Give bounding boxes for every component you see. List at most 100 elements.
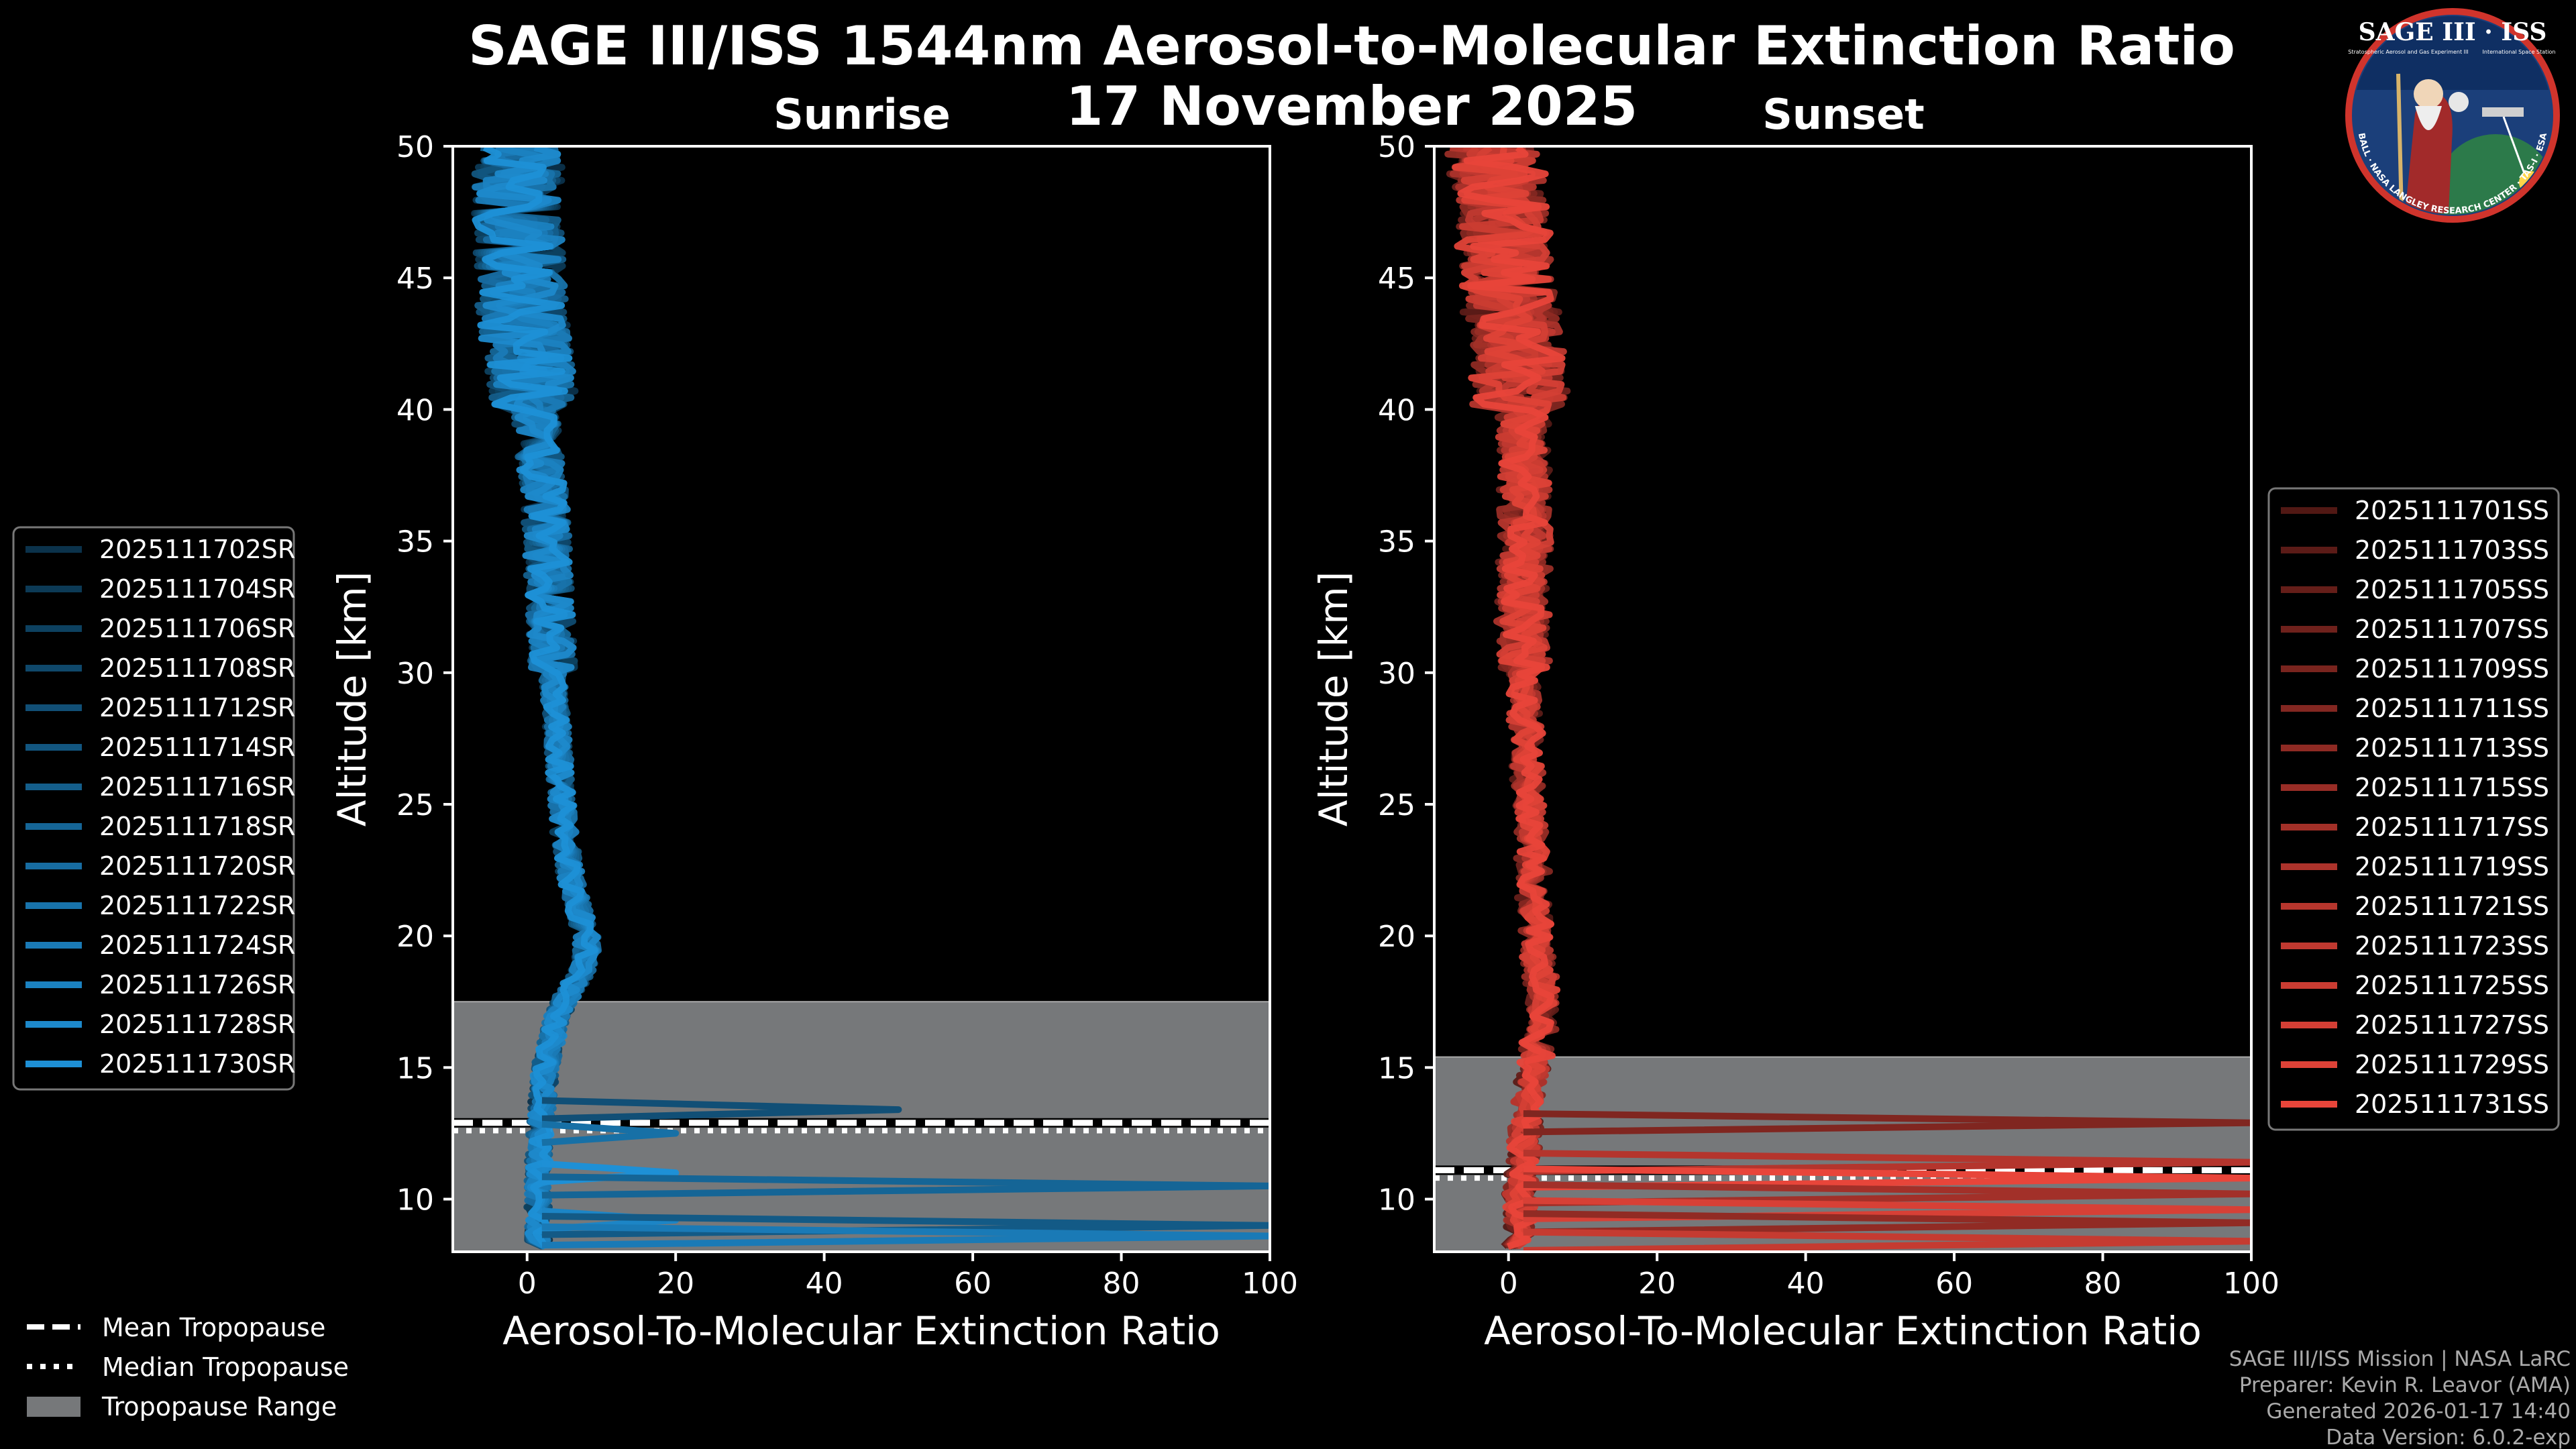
y-tick-label: 35 bbox=[1378, 525, 1415, 559]
wizard-beard-icon bbox=[2415, 106, 2442, 130]
moon-icon bbox=[2449, 92, 2469, 112]
legend-label: 2025111727SS bbox=[2355, 1010, 2549, 1040]
earth-icon bbox=[2435, 134, 2552, 215]
x-tick-label: 0 bbox=[518, 1267, 537, 1301]
x-tick-label: 40 bbox=[806, 1267, 843, 1301]
legend-label: 2025111730SR bbox=[99, 1049, 295, 1079]
legend-label: 2025111701SS bbox=[2355, 496, 2549, 525]
figure-date: 17 November 2025 bbox=[1066, 75, 1638, 138]
y-tick-label: 20 bbox=[396, 920, 434, 954]
profile-spike bbox=[541, 1120, 680, 1146]
x-axis-label: Aerosol-To-Molecular Extinction Ratio bbox=[502, 1308, 1220, 1354]
legend-label: 2025111715SS bbox=[2355, 773, 2549, 802]
y-tick-label: 35 bbox=[396, 525, 434, 559]
profile-spike bbox=[1523, 1181, 2251, 1207]
x-tick-label: 40 bbox=[1787, 1267, 1825, 1301]
y-tick-label: 50 bbox=[396, 130, 434, 164]
iss-icon bbox=[2482, 107, 2524, 117]
y-tick-label: 40 bbox=[1378, 393, 1415, 427]
tropopause-range-swatch bbox=[27, 1397, 80, 1417]
y-tick-label: 25 bbox=[1378, 788, 1415, 822]
profile-spike bbox=[1523, 1110, 2251, 1136]
legend-label: 2025111702SR bbox=[99, 535, 295, 564]
sunset-legend: 2025111701SS 2025111703SS 2025111705SS 2025… bbox=[2267, 487, 2560, 1131]
sunrise-panel-title: Sunrise bbox=[773, 90, 951, 139]
x-tick-label: 60 bbox=[954, 1267, 991, 1301]
axes-frame bbox=[451, 145, 1271, 1253]
median-tropopause-label: Median Tropopause bbox=[102, 1352, 349, 1382]
y-tick-label: 10 bbox=[1378, 1183, 1415, 1218]
logo-subtitle-right: International Space Station bbox=[2483, 49, 2556, 55]
legend-label: 2025111724SR bbox=[99, 930, 295, 960]
sunrise-legend-frame bbox=[12, 526, 295, 1091]
profile-spike bbox=[1523, 1228, 2251, 1252]
y-tick-label: 40 bbox=[396, 393, 434, 427]
legend-label: 2025111716SR bbox=[99, 772, 295, 802]
wizard-staff-icon bbox=[2396, 73, 2404, 214]
sunset-panel-title: Sunset bbox=[1762, 90, 1925, 139]
legend-label: 2025111711SS bbox=[2355, 694, 2549, 723]
legend-label: 2025111731SS bbox=[2355, 1089, 2549, 1119]
sunset-legend-frame bbox=[2267, 487, 2560, 1131]
legend-label: 2025111705SS bbox=[2355, 575, 2549, 604]
legend-label: 2025111713SS bbox=[2355, 733, 2549, 763]
y-tick-label: 50 bbox=[1378, 130, 1415, 164]
y-tick-label: 10 bbox=[396, 1183, 434, 1218]
profile-spike bbox=[541, 1223, 1270, 1249]
profile-lines bbox=[1434, 146, 2251, 1252]
credit-generated: Generated 2026-01-17 14:40 bbox=[2266, 1399, 2571, 1424]
y-tick-label: 30 bbox=[1378, 657, 1415, 691]
sunset-panel: 0 20 40 60 80 100 10 15 20 25 30 35 40 45 50 Aerosol-To… bbox=[1311, 130, 2279, 1354]
x-tick-label: 20 bbox=[1638, 1267, 1676, 1301]
wizard-head-icon bbox=[2414, 79, 2443, 109]
wizard-figure-icon bbox=[2405, 93, 2453, 213]
x-axis-label: Aerosol-To-Molecular Extinction Ratio bbox=[1484, 1308, 2202, 1354]
credit-data-version: Data Version: 6.0.2-exp bbox=[2326, 1426, 2571, 1449]
legend-label: 2025111703SS bbox=[2355, 535, 2549, 565]
x-tick-label: 100 bbox=[2223, 1267, 2279, 1301]
legend-label: 2025111718SR bbox=[99, 812, 295, 841]
y-tick-label: 45 bbox=[1378, 262, 1415, 296]
tropopause-range-label: Tropopause Range bbox=[101, 1392, 337, 1421]
legend-label: 2025111709SS bbox=[2355, 654, 2549, 684]
legend-label: 2025111723SS bbox=[2355, 931, 2549, 961]
legend-label: 2025111729SS bbox=[2355, 1050, 2549, 1079]
legend-label: 2025111721SS bbox=[2355, 892, 2549, 921]
figure-title: SAGE III/ISS 1544nm Aerosol-to-Molecular… bbox=[468, 15, 2235, 77]
legend-label: 2025111712SR bbox=[99, 693, 295, 722]
legend-label: 2025111714SR bbox=[99, 733, 295, 762]
credit-mission: SAGE III/ISS Mission | NASA LaRC bbox=[2229, 1347, 2571, 1371]
legend-label: 2025111708SR bbox=[99, 653, 295, 683]
legend-label: 2025111704SR bbox=[99, 574, 295, 604]
profile-lines bbox=[453, 146, 1270, 1250]
logo-subtitle-left: Stratospheric Aerosol and Gas Experiment… bbox=[2348, 49, 2468, 55]
y-tick-label: 20 bbox=[1378, 920, 1415, 954]
x-tick-label: 60 bbox=[1935, 1267, 1973, 1301]
logo-title: SAGE III · ISS bbox=[2359, 18, 2547, 46]
legend-label: 2025111728SR bbox=[99, 1010, 295, 1039]
x-tick-label: 0 bbox=[1499, 1267, 1518, 1301]
y-tick-label: 15 bbox=[1378, 1051, 1415, 1085]
legend-label: 2025111717SS bbox=[2355, 812, 2549, 842]
profile-spike bbox=[541, 1097, 902, 1122]
y-tick-label: 45 bbox=[396, 262, 434, 296]
legend-label: 2025111725SS bbox=[2355, 971, 2549, 1000]
x-tick-label: 80 bbox=[1103, 1267, 1140, 1301]
legend-label: 2025111720SR bbox=[99, 851, 295, 881]
profile-spike bbox=[1523, 1210, 2251, 1236]
profile-spike bbox=[541, 1173, 1270, 1199]
credits-block: SAGE III/ISS Mission | NASA LaRC Prepare… bbox=[2229, 1347, 2571, 1449]
legend-label: 2025111706SR bbox=[99, 614, 295, 643]
profile-spike bbox=[1523, 1149, 2251, 1175]
axes-frame bbox=[1433, 145, 2253, 1253]
y-tick-label: 15 bbox=[396, 1051, 434, 1085]
y-axis-label: Altitude [km] bbox=[329, 572, 375, 826]
y-tick-label: 30 bbox=[396, 657, 434, 691]
legend-label: 2025111719SS bbox=[2355, 852, 2549, 881]
x-tick-label: 20 bbox=[657, 1267, 694, 1301]
y-tick-label: 25 bbox=[396, 788, 434, 822]
profile-line-2025111730SR bbox=[472, 146, 598, 1249]
sage-iii-mission-logo: SAGE III · ISS Stratospheric Aerosol and… bbox=[2345, 8, 2560, 223]
profile-spike bbox=[1523, 1165, 2251, 1191]
